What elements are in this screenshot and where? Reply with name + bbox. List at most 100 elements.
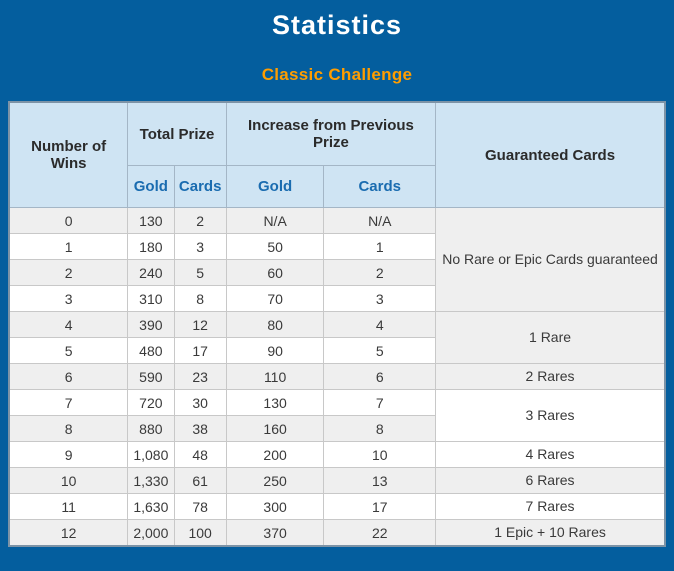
wins-cell: 8 bbox=[8, 415, 129, 442]
total-gold-cell: 480 bbox=[127, 337, 175, 364]
total-cards-cell: 3 bbox=[173, 233, 227, 260]
gold-link[interactable]: Gold bbox=[133, 178, 168, 195]
increase-cards-cell: 5 bbox=[323, 337, 437, 364]
increase-gold-cell: N/A bbox=[225, 207, 325, 234]
wins-cell: 7 bbox=[8, 389, 129, 416]
total-cards-cell: 61 bbox=[173, 467, 227, 494]
wins-cell: 3 bbox=[8, 285, 129, 312]
total-gold-cell: 130 bbox=[127, 207, 175, 234]
total-gold-cell: 1,080 bbox=[127, 441, 175, 468]
total-gold-cell: 880 bbox=[127, 415, 175, 442]
increase-cards-cell: 13 bbox=[323, 467, 437, 494]
table-row: 8 880 38 160 8 bbox=[8, 415, 665, 442]
subheader-total-cards: Cards bbox=[173, 165, 227, 208]
table-row: 9 1,080 48 200 10 4 Rares bbox=[8, 441, 666, 468]
gold-link[interactable]: Gold bbox=[258, 178, 293, 195]
guaranteed-cards-cell: 1 Rare bbox=[435, 311, 666, 364]
table-row: 7 720 30 130 7 3 Rares bbox=[8, 389, 666, 442]
total-cards-cell: 78 bbox=[173, 493, 227, 520]
header-row-1: Number of Wins Total Prize Increase from… bbox=[8, 101, 666, 208]
total-gold-cell: 390 bbox=[127, 311, 175, 338]
guaranteed-cards-cell: 6 Rares bbox=[435, 467, 666, 494]
increase-cards-cell: 6 bbox=[323, 363, 437, 390]
guaranteed-cards-cell: 2 Rares bbox=[435, 363, 666, 390]
total-cards-cell: 8 bbox=[173, 285, 227, 312]
increase-cards-cell: 7 bbox=[323, 389, 437, 416]
guaranteed-cards-cell: 1 Epic + 10 Rares bbox=[435, 519, 666, 547]
wins-cell: 12 bbox=[8, 519, 129, 547]
section-title: Classic Challenge bbox=[261, 65, 413, 84]
total-gold-cell: 240 bbox=[127, 259, 175, 286]
wins-cell: 4 bbox=[8, 311, 129, 338]
wins-cell: 2 bbox=[8, 259, 129, 286]
total-cards-cell: 17 bbox=[173, 337, 227, 364]
total-cards-cell: 23 bbox=[173, 363, 227, 390]
total-gold-cell: 180 bbox=[127, 233, 175, 260]
wins-cell: 11 bbox=[8, 493, 129, 520]
wins-cell: 9 bbox=[8, 441, 129, 468]
header-row-2: Gold Cards Gold Cards bbox=[9, 165, 665, 208]
cards-link[interactable]: Cards bbox=[178, 178, 222, 195]
table-row: 10 1,330 61 250 13 6 Rares bbox=[8, 467, 666, 494]
total-gold-cell: 720 bbox=[127, 389, 175, 416]
increase-gold-cell: 70 bbox=[225, 285, 325, 312]
total-cards-cell: 100 bbox=[173, 519, 227, 547]
total-cards-cell: 12 bbox=[173, 311, 227, 338]
header-number-of-wins: Number of Wins bbox=[8, 101, 129, 208]
increase-cards-cell: 8 bbox=[323, 415, 437, 442]
increase-gold-cell: 80 bbox=[225, 311, 325, 338]
header-guaranteed-cards: Guaranteed Cards bbox=[435, 101, 666, 208]
statistics-table: Number of Wins Total Prize Increase from… bbox=[8, 101, 666, 547]
total-cards-cell: 38 bbox=[173, 415, 227, 442]
header-total-prize: Total Prize bbox=[127, 101, 227, 166]
subheader-increase-gold: Gold bbox=[225, 165, 325, 208]
increase-gold-cell: 300 bbox=[225, 493, 325, 520]
subheader-increase-cards: Cards bbox=[323, 165, 437, 208]
total-gold-cell: 590 bbox=[127, 363, 175, 390]
total-cards-cell: 2 bbox=[173, 207, 227, 234]
increase-cards-cell: 4 bbox=[323, 311, 437, 338]
increase-cards-cell: 2 bbox=[323, 259, 437, 286]
increase-gold-cell: 370 bbox=[225, 519, 325, 547]
table-row: 0 130 2 N/A N/A No Rare or Epic Cards gu… bbox=[8, 207, 666, 312]
total-gold-cell: 310 bbox=[127, 285, 175, 312]
increase-cards-cell: 10 bbox=[323, 441, 437, 468]
increase-gold-cell: 250 bbox=[225, 467, 325, 494]
increase-gold-cell: 50 bbox=[225, 233, 325, 260]
wins-cell: 5 bbox=[8, 337, 129, 364]
total-cards-cell: 30 bbox=[173, 389, 227, 416]
increase-cards-cell: N/A bbox=[323, 207, 437, 234]
table-row: 12 2,000 100 370 22 1 Epic + 10 Rares bbox=[8, 519, 666, 547]
page-title: Statistics bbox=[271, 10, 403, 40]
table-row: 3 310 8 70 3 bbox=[8, 285, 665, 312]
increase-cards-cell: 22 bbox=[323, 519, 437, 547]
total-cards-cell: 5 bbox=[173, 259, 227, 286]
increase-gold-cell: 160 bbox=[225, 415, 325, 442]
increase-gold-cell: 130 bbox=[225, 389, 325, 416]
guaranteed-cards-cell: 7 Rares bbox=[435, 493, 666, 520]
increase-gold-cell: 90 bbox=[225, 337, 325, 364]
wins-cell: 0 bbox=[8, 207, 129, 234]
guaranteed-cards-cell: No Rare or Epic Cards guaranteed bbox=[435, 207, 666, 312]
total-gold-cell: 2,000 bbox=[127, 519, 175, 547]
increase-cards-cell: 17 bbox=[323, 493, 437, 520]
subheader-total-gold: Gold bbox=[127, 165, 175, 208]
total-gold-cell: 1,630 bbox=[127, 493, 175, 520]
wins-cell: 10 bbox=[8, 467, 129, 494]
increase-gold-cell: 110 bbox=[225, 363, 325, 390]
increase-gold-cell: 60 bbox=[225, 259, 325, 286]
table-row: 6 590 23 110 6 2 Rares bbox=[8, 363, 666, 390]
table-row: 1 180 3 50 1 bbox=[8, 233, 665, 260]
increase-cards-cell: 3 bbox=[323, 285, 437, 312]
wins-cell: 1 bbox=[8, 233, 129, 260]
table-row: 4 390 12 80 4 1 Rare bbox=[8, 311, 666, 364]
increase-cards-cell: 1 bbox=[323, 233, 437, 260]
table-row: 2 240 5 60 2 bbox=[8, 259, 665, 286]
header-increase-from-previous-prize: Increase from Previous Prize bbox=[225, 101, 437, 166]
table-row: 11 1,630 78 300 17 7 Rares bbox=[8, 493, 666, 520]
guaranteed-cards-cell: 3 Rares bbox=[435, 389, 666, 442]
total-cards-cell: 48 bbox=[173, 441, 227, 468]
guaranteed-cards-cell: 4 Rares bbox=[435, 441, 666, 468]
cards-link[interactable]: Cards bbox=[358, 178, 401, 195]
total-gold-cell: 1,330 bbox=[127, 467, 175, 494]
